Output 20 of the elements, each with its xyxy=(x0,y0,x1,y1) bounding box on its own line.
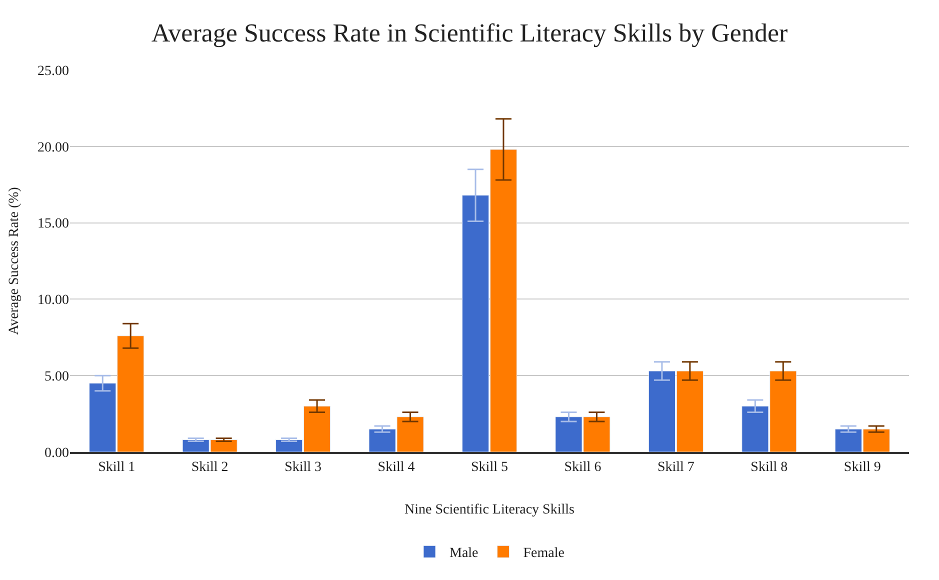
x-tick-label: Skill 9 xyxy=(844,460,881,475)
x-tick-label: Skill 2 xyxy=(191,460,228,475)
legend-label: Female xyxy=(523,546,564,562)
y-tick-label: 10.00 xyxy=(38,293,69,308)
x-tick-label: Skill 1 xyxy=(98,460,136,475)
legend-label: Male xyxy=(450,546,478,562)
x-tick-label: Skill 6 xyxy=(564,460,602,475)
x-tick-label: Skill 5 xyxy=(471,460,508,475)
x-tick-label: Skill 3 xyxy=(284,460,322,475)
x-tick-label: Skill 7 xyxy=(657,460,694,475)
y-tick-label: 0.00 xyxy=(44,446,69,461)
y-tick-label: 5.00 xyxy=(44,370,69,384)
y-axis-title: Average Success Rate (%) xyxy=(7,186,22,335)
x-tick-label: Skill 4 xyxy=(378,460,415,475)
y-tick-label: 20.00 xyxy=(38,140,69,156)
chart-title: Average Success Rate in Scientific Literacy Skills by Gender xyxy=(151,18,788,48)
x-tick-label: Skill 8 xyxy=(750,460,788,475)
x-axis-title: Nine Scientific Literacy Skills xyxy=(404,502,574,518)
y-tick-label: 25.00 xyxy=(38,64,69,79)
y-tick-label: 15.00 xyxy=(38,216,69,232)
